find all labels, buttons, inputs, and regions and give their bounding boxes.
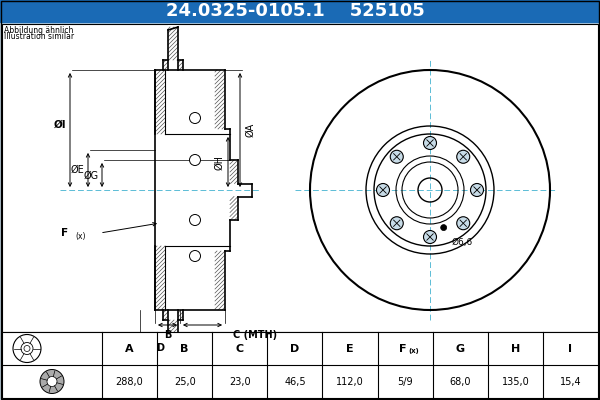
Circle shape [190, 214, 200, 226]
Text: (x): (x) [75, 232, 86, 240]
Bar [168, 70, 178, 310]
Circle shape [190, 112, 200, 124]
Text: Illustration similar: Illustration similar [4, 32, 74, 41]
Text: D: D [156, 343, 164, 353]
Text: 68,0: 68,0 [449, 376, 471, 386]
Circle shape [424, 136, 437, 150]
Text: 5/9: 5/9 [397, 376, 413, 386]
Text: 112,0: 112,0 [336, 376, 364, 386]
Text: C: C [236, 344, 244, 354]
Text: 288,0: 288,0 [116, 376, 143, 386]
Circle shape [377, 184, 389, 196]
Text: Ø6,6: Ø6,6 [452, 238, 473, 246]
Text: 46,5: 46,5 [284, 376, 306, 386]
Text: ØE: ØE [70, 165, 84, 175]
Circle shape [470, 184, 484, 196]
Text: H: H [511, 344, 520, 354]
Bar [2, 332, 598, 398]
Circle shape [440, 224, 446, 230]
Bar [163, 60, 168, 70]
Circle shape [390, 217, 403, 230]
Text: 135,0: 135,0 [502, 376, 529, 386]
Bar [163, 310, 168, 320]
Bar [215, 70, 225, 129]
Text: G: G [455, 344, 465, 354]
Bar [0, 0, 600, 22]
Text: A: A [125, 344, 134, 354]
Bar [155, 70, 165, 134]
Text: 23,0: 23,0 [229, 376, 251, 386]
Bar [230, 196, 238, 220]
Text: (x): (x) [408, 348, 419, 354]
Bar [168, 25, 178, 70]
Text: F: F [61, 228, 68, 238]
Bar [215, 251, 225, 310]
Bar [155, 70, 165, 310]
Text: ØH: ØH [214, 154, 224, 170]
Circle shape [40, 370, 64, 394]
Bar [230, 160, 238, 184]
Text: D: D [290, 344, 299, 354]
Text: E: E [346, 344, 354, 354]
Circle shape [457, 217, 470, 230]
Circle shape [47, 376, 57, 386]
Bar [178, 60, 183, 70]
Text: 24.0325-0105.1    525105: 24.0325-0105.1 525105 [166, 2, 424, 20]
Text: I: I [568, 344, 572, 354]
Text: B: B [164, 330, 171, 340]
Text: C (MTH): C (MTH) [233, 330, 277, 340]
Text: 25,0: 25,0 [174, 376, 196, 386]
Bar [155, 246, 165, 310]
Text: F: F [400, 344, 407, 354]
Circle shape [190, 250, 200, 262]
Text: ØA: ØA [245, 123, 255, 137]
Bar [168, 310, 178, 355]
Bar [168, 27, 178, 60]
Bar [168, 320, 178, 350]
Circle shape [457, 150, 470, 163]
Text: B: B [181, 344, 189, 354]
Text: Abbildung ähnlich: Abbildung ähnlich [4, 26, 73, 35]
Circle shape [190, 154, 200, 166]
Text: ØI: ØI [53, 120, 66, 130]
Text: ØG: ØG [84, 171, 99, 181]
Bar [178, 310, 183, 320]
Bar [2, 24, 598, 332]
Circle shape [390, 150, 403, 163]
Circle shape [424, 230, 437, 244]
Text: 15,4: 15,4 [560, 376, 581, 386]
